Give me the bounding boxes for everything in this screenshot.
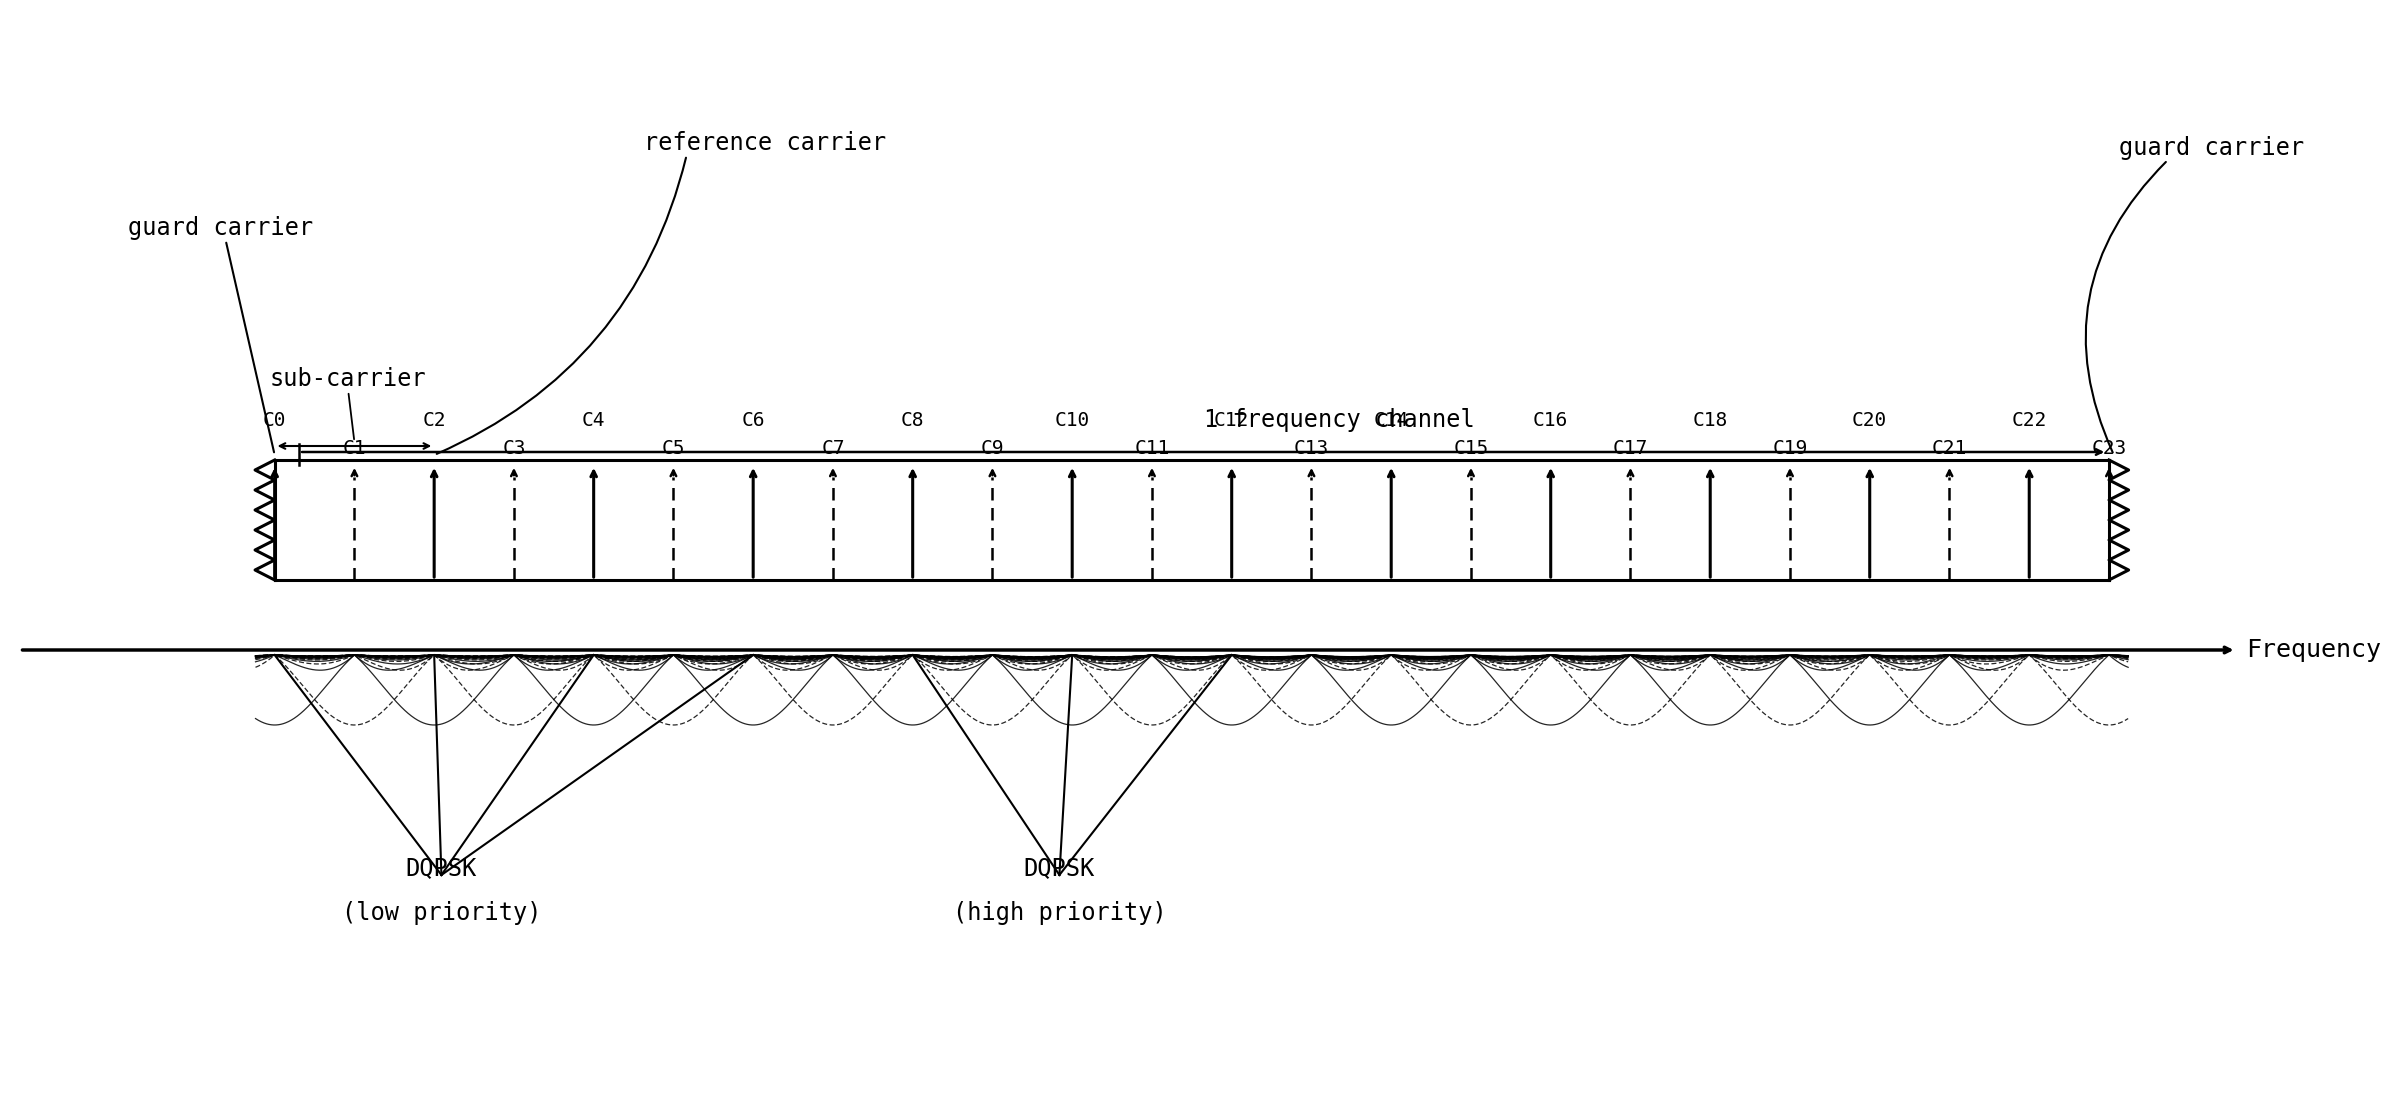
Text: (low priority): (low priority)	[342, 901, 541, 925]
Text: C3: C3	[503, 438, 527, 458]
Text: C10: C10	[1053, 411, 1089, 430]
Text: C0: C0	[262, 411, 286, 430]
Text: reference carrier: reference carrier	[645, 131, 887, 155]
Text: C4: C4	[582, 411, 606, 430]
Text: C7: C7	[820, 438, 844, 458]
Text: guard carrier: guard carrier	[127, 216, 313, 240]
Text: C6: C6	[741, 411, 765, 430]
Text: sub-carrier: sub-carrier	[269, 367, 426, 391]
Text: DQPSK: DQPSK	[406, 856, 476, 880]
Text: C14: C14	[1373, 411, 1409, 430]
Text: C9: C9	[981, 438, 1005, 458]
Text: guard carrier: guard carrier	[2119, 137, 2304, 160]
Text: C23: C23	[2092, 438, 2126, 458]
Text: 1 frequency channel: 1 frequency channel	[1202, 408, 1474, 432]
Text: DQPSK: DQPSK	[1025, 856, 1094, 880]
Text: C1: C1	[342, 438, 366, 458]
Text: C20: C20	[1852, 411, 1888, 430]
Text: C13: C13	[1294, 438, 1330, 458]
Text: C18: C18	[1693, 411, 1727, 430]
Text: C8: C8	[902, 411, 924, 430]
Text: C16: C16	[1532, 411, 1568, 430]
Text: C5: C5	[661, 438, 685, 458]
Text: C19: C19	[1772, 438, 1809, 458]
Text: C15: C15	[1453, 438, 1489, 458]
Text: C2: C2	[423, 411, 445, 430]
Text: C21: C21	[1931, 438, 1967, 458]
Text: C22: C22	[2011, 411, 2047, 430]
Text: C17: C17	[1614, 438, 1647, 458]
Text: Frequency: Frequency	[2246, 638, 2381, 662]
Text: C12: C12	[1215, 411, 1248, 430]
Text: (high priority): (high priority)	[952, 901, 1166, 925]
Text: C11: C11	[1135, 438, 1169, 458]
